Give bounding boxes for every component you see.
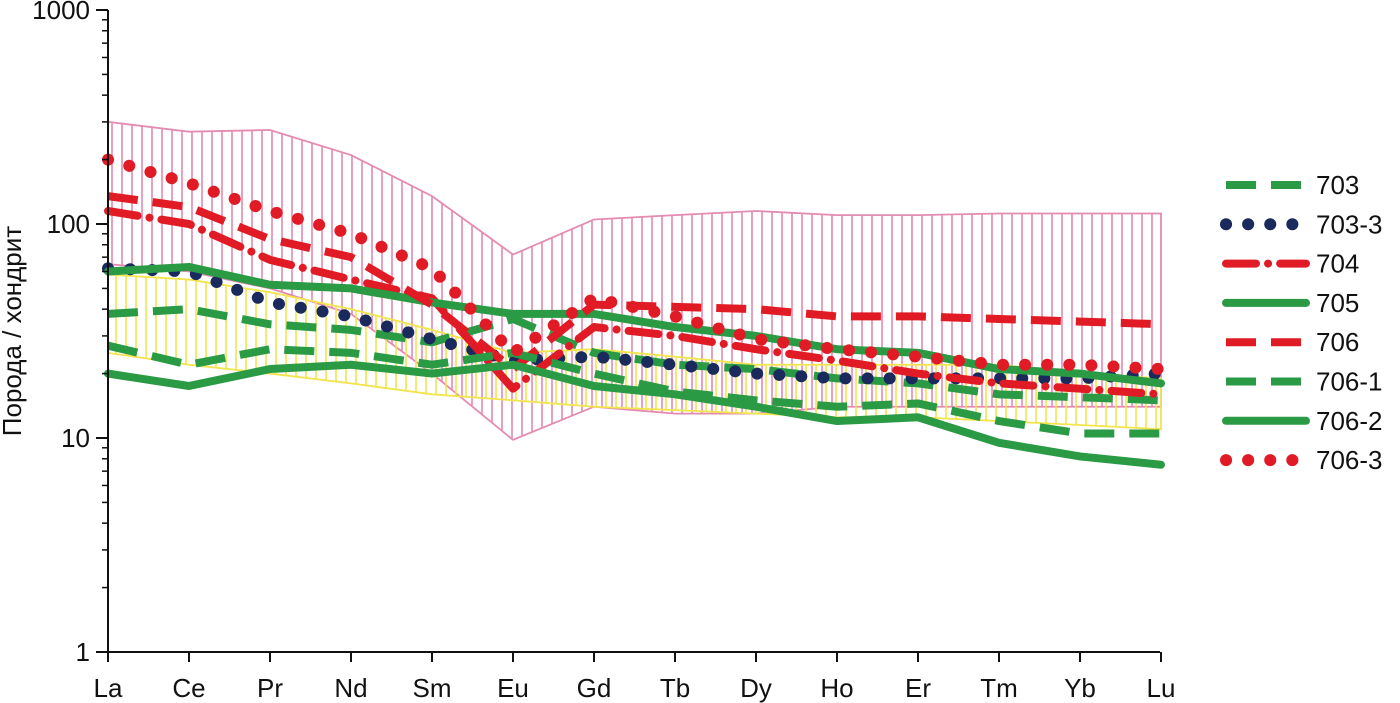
legend-label-706-1: 706-1 [1316,367,1383,397]
x-tick-label-Yb: Yb [1064,673,1096,703]
series-line-704 [104,207,1165,399]
x-tick-label-La: La [94,673,123,703]
x-ticks: La Ce Pr Nd Sm Eu Gd Tb Dy Ho Er Tm Yb Lu [94,652,1176,703]
x-tick-label-Nd: Nd [334,673,367,703]
y-tick-label-1: 1 [76,637,90,667]
x-tick-label-Eu: Eu [497,673,529,703]
x-tick-label-Lu: Lu [1147,673,1176,703]
legend-label-704: 704 [1316,249,1359,279]
x-tick-label-Tm: Tm [980,673,1018,703]
y-tick-label-1000: 1000 [32,0,90,25]
legend: 703 703-3 704 705 706 706-1 706-2 706-3 [1220,170,1383,475]
x-tick-label-Ce: Ce [172,673,205,703]
y-tick-label-100: 100 [47,209,90,239]
x-tick-label-Sm: Sm [413,673,452,703]
x-tick-label-Dy: Dy [740,673,772,703]
series-line-706-3 [102,153,1167,376]
series-line-706-2 [104,360,1165,469]
legend-label-703: 703 [1316,170,1359,200]
y-tick-label-10: 10 [61,423,90,453]
x-tick-label-Gd: Gd [577,673,612,703]
legend-label-706-2: 706-2 [1316,406,1383,436]
series-line-703-3 [102,262,1167,385]
legend-label-706-3: 706-3 [1316,445,1383,475]
x-tick-label-Ho: Ho [820,673,853,703]
y-ticks: 1 10 100 1000 [32,0,108,667]
y-axis-label: Порода / хондрит [0,226,27,436]
legend-label-705: 705 [1316,288,1359,318]
x-tick-label-Tb: Tb [660,673,690,703]
legend-label-706: 706 [1316,327,1359,357]
x-tick-label-Pr: Pr [257,673,283,703]
x-tick-label-Er: Er [905,673,931,703]
legend-label-703-3: 703-3 [1316,209,1383,239]
series-lines [102,153,1167,469]
